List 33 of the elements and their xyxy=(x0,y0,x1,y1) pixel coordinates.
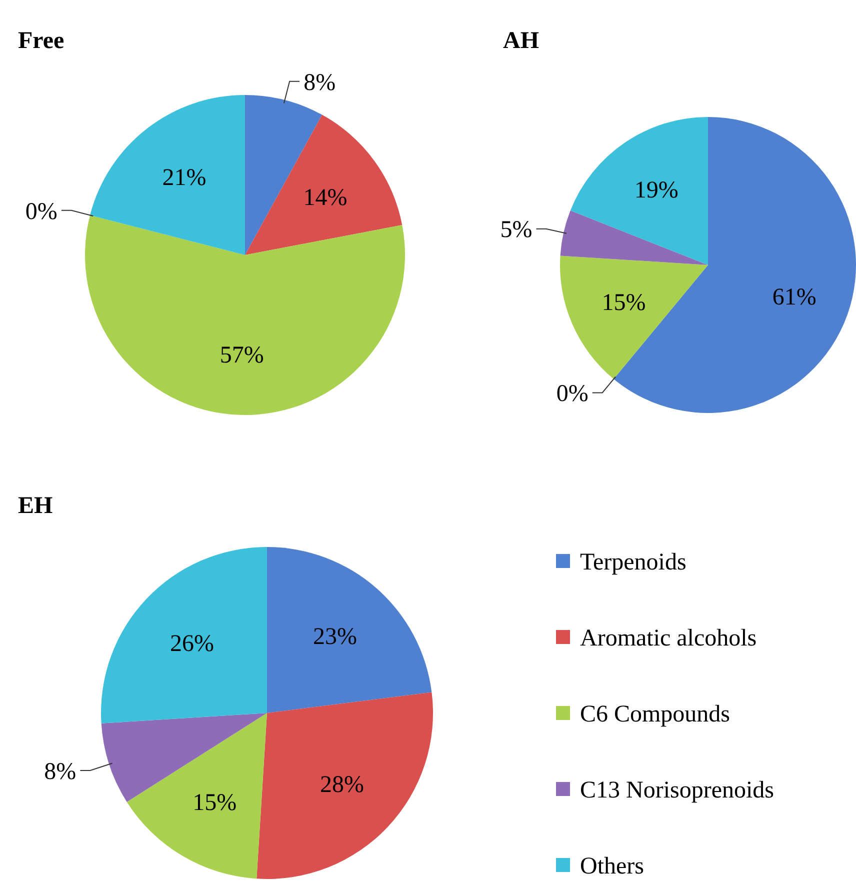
pie-slice xyxy=(90,95,245,255)
data-label: 15% xyxy=(192,790,237,816)
legend-label: C13 Norisoprenoids xyxy=(580,777,774,804)
data-label: 57% xyxy=(220,342,264,369)
legend-label: Terpenoids xyxy=(580,549,686,576)
pie-slice xyxy=(245,114,402,255)
pie-slice xyxy=(560,210,708,265)
data-label: 5% xyxy=(500,217,532,244)
legend-label: C6 Compounds xyxy=(580,701,730,728)
pie-slice xyxy=(126,713,267,879)
legend-label: Aromatic alcohols xyxy=(580,625,757,652)
chart-title: AH xyxy=(503,28,540,54)
data-label: 28% xyxy=(320,772,364,798)
data-label: 26% xyxy=(170,630,214,657)
pie-slice xyxy=(256,692,433,879)
data-label: 14% xyxy=(303,185,348,212)
pie-slice xyxy=(267,547,432,713)
data-label: 61% xyxy=(772,284,816,310)
data-label: 19% xyxy=(634,178,678,204)
pie-slice xyxy=(101,547,267,724)
pie-slice xyxy=(560,256,708,380)
data-label: 23% xyxy=(313,624,358,650)
data-label: 8% xyxy=(44,758,76,785)
data-label: 21% xyxy=(162,165,206,192)
text: 0% xyxy=(25,198,58,225)
legend-label: Others xyxy=(580,853,644,880)
data-label: 8% xyxy=(304,70,336,96)
pie-slice xyxy=(85,215,405,415)
text: 0% xyxy=(556,381,588,408)
chart-title: Free xyxy=(18,28,65,54)
data-label: 15% xyxy=(602,290,646,316)
pie-slice xyxy=(570,117,708,265)
chart-title: EH xyxy=(18,493,54,519)
